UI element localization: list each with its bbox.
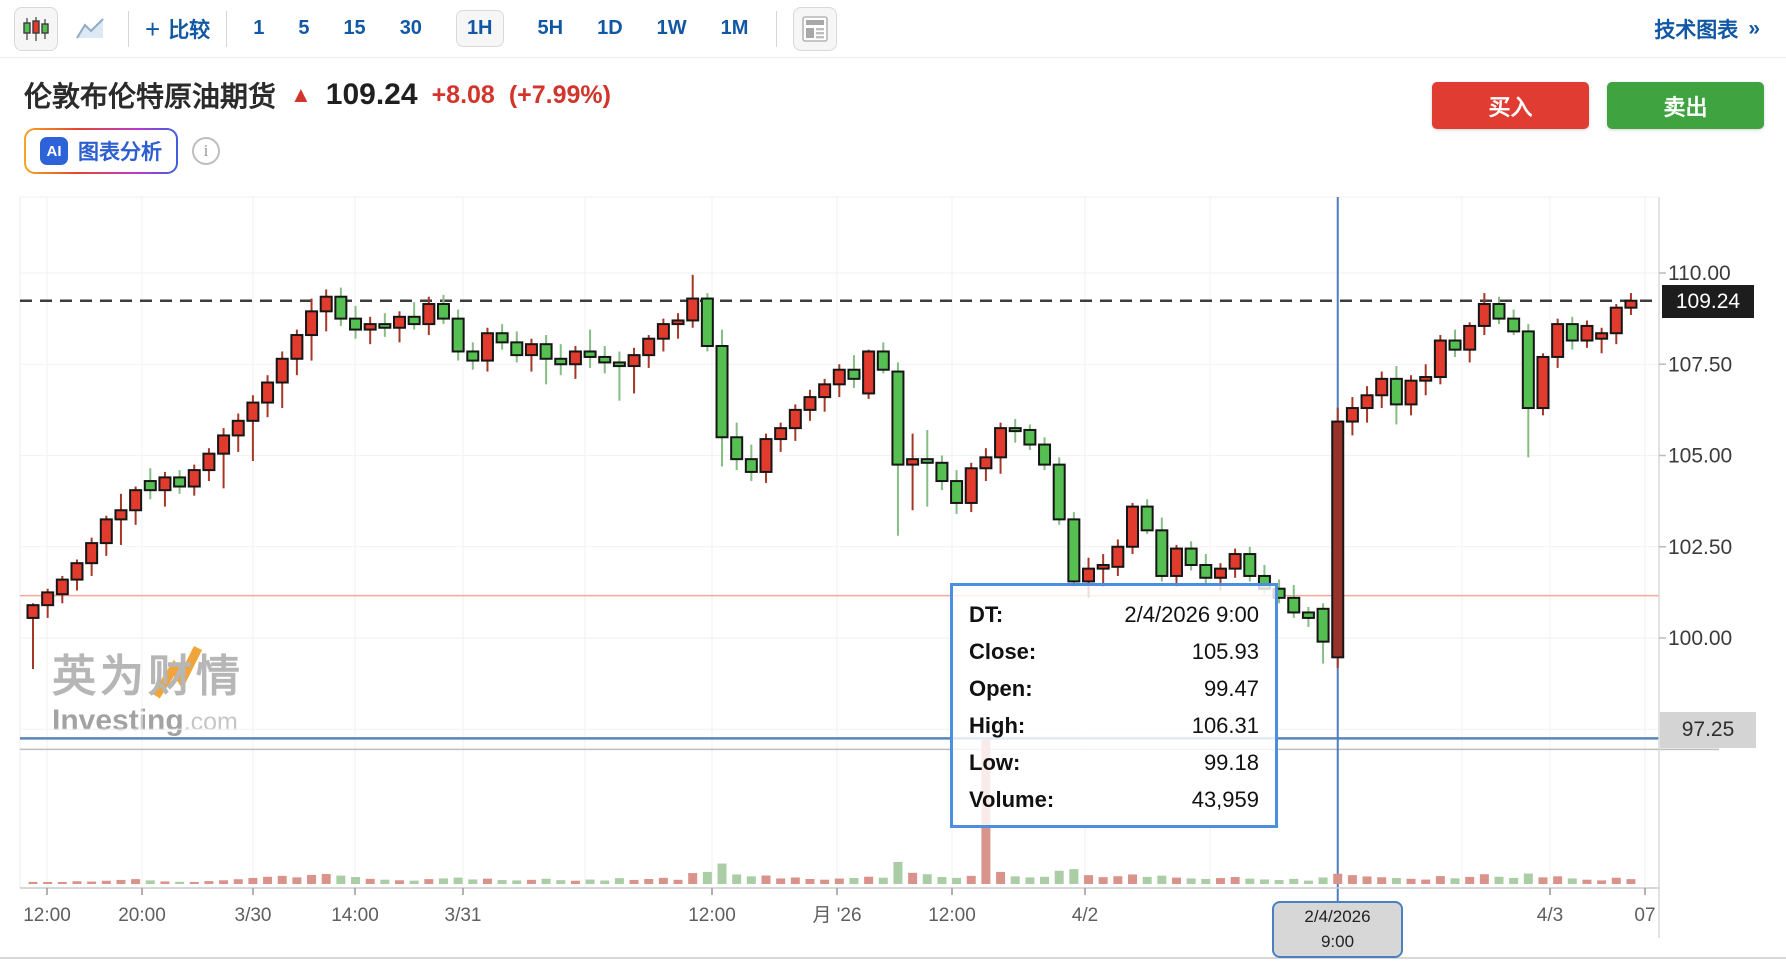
watermark-en-text: Investing.com bbox=[52, 704, 238, 737]
svg-text:110.00: 110.00 bbox=[1668, 262, 1731, 285]
interval-1w[interactable]: 1W bbox=[656, 17, 687, 39]
technical-chart-label: 技术图表 bbox=[1654, 18, 1739, 42]
svg-text:月 '26: 月 '26 bbox=[812, 905, 861, 926]
compare-label: 比较 bbox=[168, 18, 211, 42]
svg-text:14:00: 14:00 bbox=[331, 905, 379, 926]
tooltip-row: Close: 105.93 bbox=[969, 638, 1259, 664]
info-icon[interactable]: i bbox=[192, 137, 220, 165]
price-up-arrow-icon: ▲ bbox=[290, 82, 312, 107]
interval-1d[interactable]: 1D bbox=[597, 17, 623, 39]
technical-chart-link[interactable]: 技术图表 » bbox=[1654, 14, 1760, 44]
svg-text:12:00: 12:00 bbox=[688, 905, 736, 926]
interval-30[interactable]: 30 bbox=[399, 17, 422, 39]
watermark-accent-icon bbox=[152, 645, 203, 699]
interval-15[interactable]: 15 bbox=[343, 17, 366, 39]
watermark-cn-text: 英为财情 bbox=[52, 652, 244, 701]
plus-icon: + bbox=[145, 13, 161, 44]
price-change: +8.08 bbox=[431, 80, 495, 109]
line-chart-icon bbox=[76, 17, 104, 39]
ai-badge-icon: AI bbox=[40, 137, 68, 165]
instrument-title: 伦敦布伦特原油期货 bbox=[24, 81, 277, 112]
price-change-percent: (+7.99%) bbox=[508, 80, 611, 109]
ai-analysis-label: 图表分析 bbox=[78, 141, 162, 164]
news-panel-button[interactable] bbox=[793, 6, 838, 51]
crosshair-date-badge: 2/4/2026 9:00 bbox=[1272, 901, 1403, 958]
svg-text:4/2: 4/2 bbox=[1072, 905, 1098, 926]
toolbar-divider bbox=[128, 10, 129, 47]
svg-text:100.00: 100.00 bbox=[1668, 627, 1732, 650]
news-icon bbox=[802, 15, 829, 42]
buy-button[interactable]: 买入 bbox=[1432, 82, 1589, 129]
support-level-axis-badge: 97.25 bbox=[1660, 712, 1756, 748]
svg-text:3/31: 3/31 bbox=[445, 905, 482, 926]
svg-text:107.50: 107.50 bbox=[1668, 353, 1732, 376]
ohlc-tooltip: DT: 2/4/2026 9:00 Close: 105.93 Open: 99.47… bbox=[950, 583, 1278, 828]
svg-text:12:00: 12:00 bbox=[23, 905, 71, 926]
svg-text:07: 07 bbox=[1634, 905, 1655, 926]
tooltip-row: Volume: 43,959 bbox=[969, 786, 1259, 812]
last-price-axis-badge: 109.24 bbox=[1662, 285, 1754, 318]
interval-5[interactable]: 5 bbox=[298, 17, 310, 39]
compare-button[interactable]: + 比较 bbox=[145, 14, 210, 44]
svg-text:3/30: 3/30 bbox=[235, 905, 272, 926]
candlestick-chart-type-button[interactable] bbox=[14, 6, 58, 51]
tooltip-row: DT: 2/4/2026 9:00 bbox=[969, 601, 1259, 627]
interval-1[interactable]: 1 bbox=[253, 17, 265, 39]
svg-text:4/3: 4/3 bbox=[1537, 905, 1563, 926]
interval-selector: 1 5 15 30 1H 5H 1D 1W 1M bbox=[253, 10, 748, 47]
investing-watermark: 英为财情 Investing.com bbox=[52, 640, 244, 738]
interval-1h-selected[interactable]: 1H bbox=[455, 10, 504, 47]
tooltip-row: Low: 99.18 bbox=[969, 749, 1259, 775]
ai-chart-analysis-button[interactable]: AI 图表分析 bbox=[24, 128, 178, 174]
ai-analysis-row: AI 图表分析 i bbox=[24, 128, 220, 174]
instrument-header: 伦敦布伦特原油期货 ▲ 109.24 +8.08 (+7.99%) bbox=[24, 75, 611, 115]
chevron-right-icon: » bbox=[1748, 16, 1760, 40]
interval-5h[interactable]: 5H bbox=[537, 17, 564, 39]
candlestick-icon bbox=[23, 16, 49, 41]
svg-text:105.00: 105.00 bbox=[1668, 445, 1732, 468]
tooltip-row: Open: 99.47 bbox=[969, 675, 1259, 701]
svg-text:20:00: 20:00 bbox=[118, 905, 166, 926]
line-chart-type-button[interactable] bbox=[68, 7, 112, 51]
last-price: 109.24 bbox=[325, 78, 418, 111]
toolbar-divider bbox=[226, 10, 228, 47]
svg-text:12:00: 12:00 bbox=[928, 905, 976, 926]
chart-toolbar: + 比较 1 5 15 30 1H 5H 1D 1W 1M bbox=[0, 0, 1786, 58]
tooltip-row: High: 106.31 bbox=[969, 712, 1259, 738]
interval-1m[interactable]: 1M bbox=[720, 17, 749, 39]
toolbar-divider bbox=[776, 10, 778, 47]
svg-text:102.50: 102.50 bbox=[1668, 536, 1732, 559]
sell-button[interactable]: 卖出 bbox=[1607, 82, 1764, 129]
